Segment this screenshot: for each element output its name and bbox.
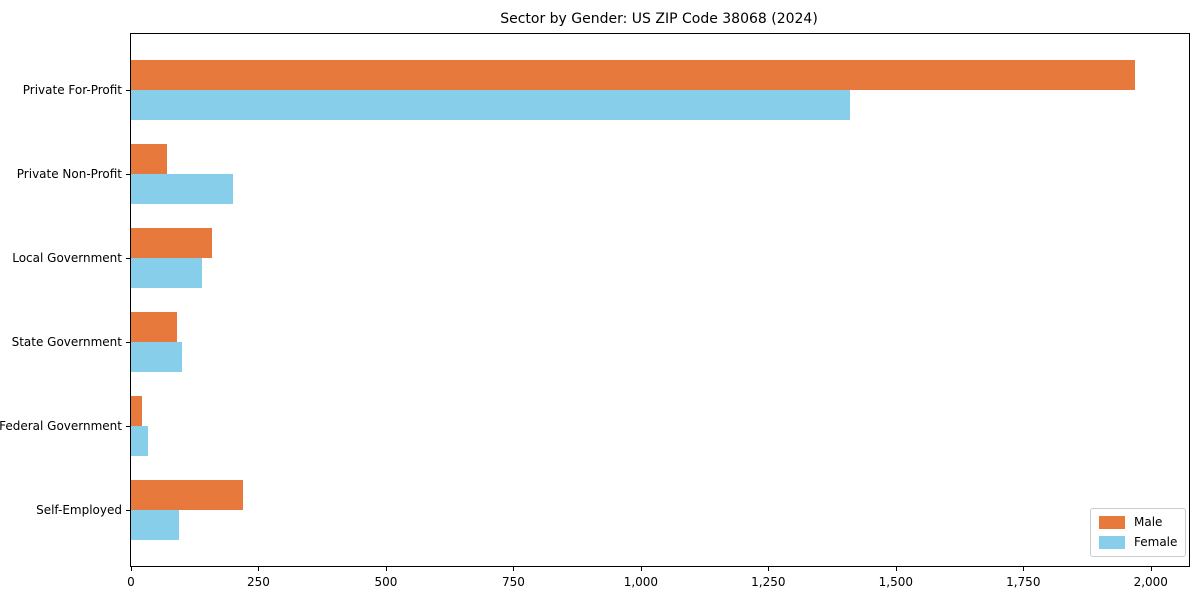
bar-female-private-for-profit bbox=[131, 89, 850, 120]
x-tick-label-750: 750 bbox=[501, 575, 525, 589]
legend-item-female: Female bbox=[1099, 535, 1178, 549]
plot-area: Male Female Private For-Profit Private No… bbox=[0, 33, 1190, 589]
x-tick-1750 bbox=[1023, 566, 1025, 571]
legend-label-male: Male bbox=[1134, 515, 1163, 529]
legend: Male Female bbox=[1090, 508, 1186, 557]
x-tick-label-0: 0 bbox=[127, 575, 135, 589]
y-tick-label-local-government: Local Government bbox=[12, 250, 122, 265]
y-tick-private-for-profit bbox=[126, 89, 131, 91]
y-tick-local-government bbox=[126, 257, 131, 259]
bar-male-state-government bbox=[131, 311, 177, 342]
x-tick-label-1000: 1,000 bbox=[623, 575, 659, 589]
chart-title: Sector by Gender: US ZIP Code 38068 (202… bbox=[500, 11, 818, 27]
female-swatch bbox=[1099, 536, 1125, 549]
x-tick-label-500: 500 bbox=[374, 575, 398, 589]
y-tick-self-employed bbox=[126, 509, 131, 511]
y-tick-label-state-government: State Government bbox=[11, 334, 122, 349]
legend-item-male: Male bbox=[1099, 516, 1176, 529]
bar-male-local-government bbox=[131, 227, 212, 258]
x-tick-label-250: 250 bbox=[247, 575, 270, 589]
bar-female-self-employed bbox=[131, 509, 180, 540]
x-tick-750 bbox=[513, 566, 515, 571]
x-tick-label-1250: 1,250 bbox=[751, 575, 786, 589]
x-tick-500 bbox=[385, 566, 387, 571]
y-tick-label-federal-government: Federal Government bbox=[0, 418, 122, 433]
x-tick-1250 bbox=[768, 566, 770, 571]
bar-male-private-non-profit bbox=[131, 143, 167, 174]
x-tick-0 bbox=[131, 566, 132, 571]
x-tick-1500 bbox=[895, 566, 897, 571]
bar-female-state-government bbox=[131, 341, 182, 372]
y-tick-federal-government bbox=[126, 425, 131, 427]
x-tick-label-1500: 1,500 bbox=[878, 575, 913, 589]
y-tick-label-private-non-profit: Private Non-Profit bbox=[16, 166, 122, 181]
y-tick-state-government bbox=[126, 341, 131, 343]
x-tick-label-1750: 1,750 bbox=[1006, 575, 1041, 589]
x-tick-250 bbox=[258, 566, 260, 571]
bar-male-private-for-profit bbox=[131, 59, 1136, 90]
x-tick-1000 bbox=[640, 566, 642, 571]
y-tick-private-non-profit bbox=[126, 173, 131, 175]
bar-female-federal-government bbox=[131, 425, 148, 456]
x-tick-2000 bbox=[1150, 566, 1152, 571]
bar-female-private-non-profit bbox=[131, 173, 233, 204]
bar-female-local-government bbox=[131, 257, 203, 288]
bar-male-federal-government bbox=[131, 395, 143, 426]
bar-male-self-employed bbox=[131, 479, 244, 510]
y-tick-label-private-for-profit: Private For-Profit bbox=[22, 82, 122, 97]
male-swatch bbox=[1099, 516, 1125, 529]
legend-label-female: Female bbox=[1134, 535, 1178, 549]
x-tick-label-2000: 2,000 bbox=[1133, 575, 1168, 589]
y-tick-label-self-employed: Self-Employed bbox=[36, 502, 122, 517]
